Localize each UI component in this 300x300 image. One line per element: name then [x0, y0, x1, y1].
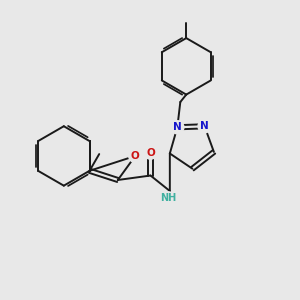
- Circle shape: [144, 146, 157, 159]
- Text: O: O: [131, 151, 140, 161]
- Text: N: N: [200, 121, 209, 131]
- Text: N: N: [173, 122, 182, 132]
- Text: O: O: [146, 148, 155, 158]
- Circle shape: [171, 121, 184, 134]
- Circle shape: [129, 149, 142, 163]
- Circle shape: [198, 120, 211, 133]
- Circle shape: [162, 192, 175, 205]
- Text: NH: NH: [160, 194, 176, 203]
